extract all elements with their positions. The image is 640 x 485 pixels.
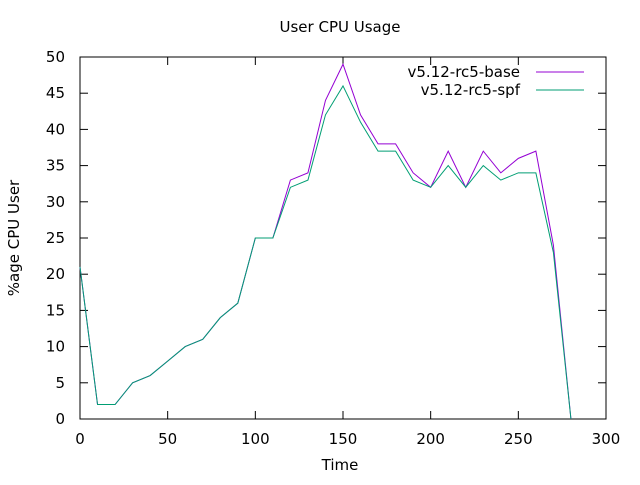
x-tick-label: 200 <box>416 430 445 448</box>
y-tick-label: 20 <box>46 265 65 283</box>
y-tick-label: 40 <box>46 120 65 138</box>
legend-label: v5.12-rc5-spf <box>421 81 521 99</box>
series-line-1 <box>79 84 572 420</box>
y-tick-label: 0 <box>55 410 65 428</box>
x-tick-label: 100 <box>241 430 270 448</box>
y-tick-label: 45 <box>46 84 65 102</box>
y-tick-label: 30 <box>46 193 65 211</box>
chart-title: User CPU Usage <box>280 18 401 36</box>
y-tick-label: 25 <box>46 229 65 247</box>
x-tick-label: 150 <box>329 430 358 448</box>
x-tick-label: 300 <box>592 430 621 448</box>
x-axis-label: Time <box>321 456 359 474</box>
axis-ticks: 0 50 100 150 200 250 300 0 5 10 15 20 25 30 35 40 45 50 <box>46 48 620 448</box>
y-tick-label: 5 <box>55 374 65 392</box>
series-lines <box>79 62 572 420</box>
y-tick-label: 10 <box>46 338 65 356</box>
plot-frame <box>79 56 607 420</box>
legend-label: v5.12-rc5-base <box>408 63 521 81</box>
x-tick-label: 50 <box>158 430 177 448</box>
series-line-0 <box>79 62 572 420</box>
y-tick-label: 15 <box>46 301 65 319</box>
y-tick-label: 35 <box>46 157 65 175</box>
x-tick-label: 250 <box>504 430 533 448</box>
y-tick-label: 50 <box>46 48 65 66</box>
x-tick-label: 0 <box>75 430 85 448</box>
y-axis-label: %age CPU User <box>5 179 23 296</box>
